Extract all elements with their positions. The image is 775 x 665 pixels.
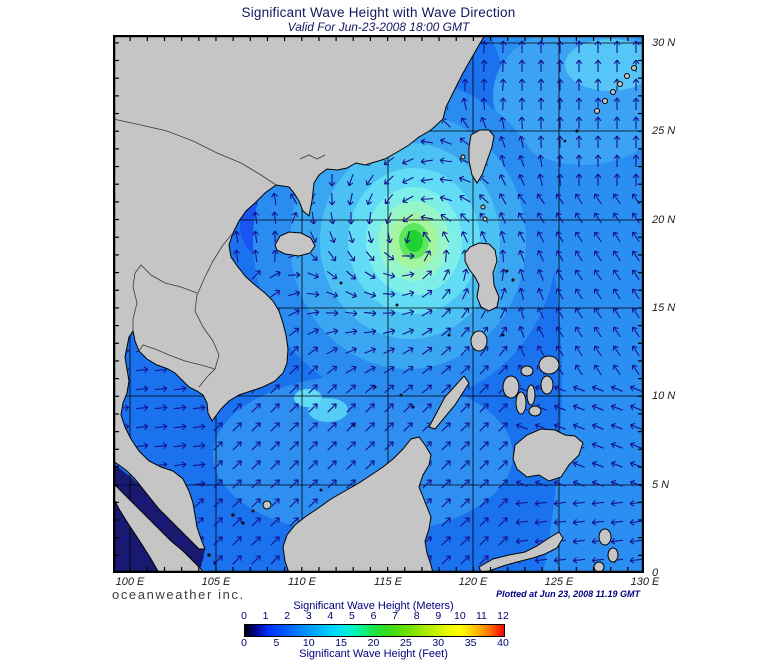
- lon-tick-label: 120 E: [458, 576, 488, 588]
- lat-tick-label: 20 N: [652, 214, 676, 226]
- meters-tick: 3: [305, 610, 312, 622]
- feet-tick: 40: [497, 637, 509, 649]
- plotted-timestamp: Plotted at Jun 23, 2008 11.19 GMT: [496, 589, 640, 599]
- meters-tick: 8: [413, 610, 420, 622]
- feet-tick: 30: [432, 637, 445, 649]
- meters-tick: 2: [284, 610, 291, 622]
- lat-tick-label: 0: [652, 567, 659, 579]
- legend-feet-ticks: 0 5 10 15 20 25 30 35 40: [241, 637, 509, 649]
- meters-tick: 0: [241, 610, 247, 622]
- feet-tick: 15: [335, 637, 347, 649]
- feet-tick: 35: [464, 637, 477, 649]
- meters-tick: 10: [453, 610, 466, 622]
- feet-tick: 20: [367, 637, 380, 649]
- legend-meters-label: Significant Wave Height (Meters): [293, 600, 454, 612]
- legend-meters-ticks: 0 1 2 3 4 5 6 7 8 9 10 11 12: [241, 610, 509, 622]
- meters-tick: 4: [327, 610, 334, 622]
- lat-tick-label: 30 N: [652, 37, 676, 49]
- map-canvas: [112, 25, 673, 574]
- map-frame: [112, 34, 645, 574]
- colorbar: [244, 624, 505, 637]
- feet-tick: 5: [273, 637, 280, 649]
- page-title: Significant Wave Height with Wave Direct…: [241, 5, 516, 20]
- wave-direction-arrows: [116, 40, 642, 565]
- legend-feet-label: Significant Wave Height (Feet): [299, 648, 448, 660]
- meters-tick: 5: [348, 610, 355, 622]
- lat-tick-label: 5 N: [652, 479, 670, 491]
- meters-tick: 9: [435, 610, 442, 622]
- lon-tick-label: 130 E: [630, 576, 660, 588]
- feet-tick: 10: [302, 637, 315, 649]
- lat-tick-label: 10 N: [652, 390, 676, 402]
- meters-tick: 7: [392, 610, 398, 622]
- lon-tick-label: 100 E: [115, 576, 145, 588]
- feet-tick: 0: [241, 637, 247, 649]
- islet-specks: [207, 129, 579, 565]
- feet-tick: 25: [400, 637, 412, 649]
- lat-tick-label: 15 N: [652, 302, 676, 314]
- lon-tick-label: 125 E: [544, 576, 574, 588]
- lon-tick-label: 110 E: [288, 576, 316, 588]
- meters-tick: 11: [475, 610, 487, 622]
- meters-tick: 12: [497, 610, 509, 622]
- lon-tick-label: 115 E: [374, 576, 402, 588]
- meters-tick: 1: [262, 610, 269, 622]
- oceanweather-branding: oceanweather inc.: [112, 587, 245, 602]
- lat-tick-label: 25 N: [652, 125, 676, 137]
- meters-tick: 6: [370, 610, 377, 622]
- valid-time-subtitle: Valid For Jun-23-2008 18:00 GMT: [287, 20, 470, 34]
- lon-tick-label: 105 E: [201, 576, 231, 588]
- map-area: [112, 25, 673, 574]
